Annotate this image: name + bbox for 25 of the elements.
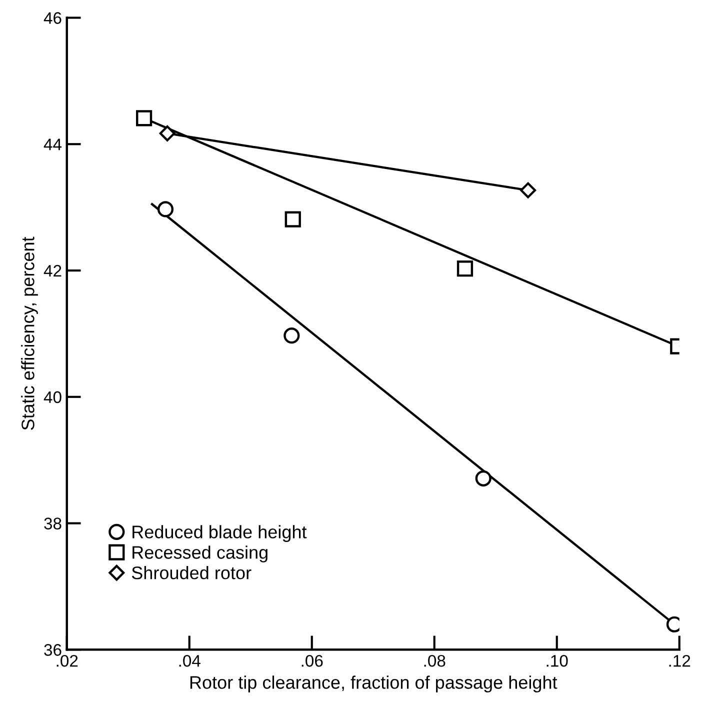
point	[284, 328, 300, 344]
x-tick-label: .10	[546, 654, 568, 667]
point	[136, 110, 152, 126]
point	[157, 201, 174, 218]
point	[159, 125, 176, 142]
point	[456, 260, 474, 277]
y-tick-label: 44	[44, 138, 62, 150]
point	[284, 211, 301, 228]
point	[475, 470, 492, 486]
legend-label: Recessed casing	[132, 546, 268, 562]
legend-label: Shrouded rotor	[132, 566, 252, 580]
y-tick-label: 46	[44, 12, 62, 24]
x-tick-label: .06	[302, 654, 323, 667]
legend-label: Reduced blade height	[132, 525, 307, 542]
x-tick-label: .04	[179, 654, 200, 667]
y-tick-label: 42	[44, 264, 62, 277]
y-tick-label: 36	[44, 644, 62, 656]
x-tick-label: .02	[56, 654, 78, 667]
point	[520, 182, 536, 198]
y-tick-label: 38	[44, 518, 62, 530]
x-axis-title: Rotor tip clearance, fraction of passage height	[190, 676, 558, 692]
x-tick-label: .08	[424, 654, 446, 667]
y-axis-title: Static efficiency, percent	[21, 236, 38, 430]
y-tick-label: 40	[44, 391, 62, 404]
x-tick-label: .12	[669, 654, 690, 667]
